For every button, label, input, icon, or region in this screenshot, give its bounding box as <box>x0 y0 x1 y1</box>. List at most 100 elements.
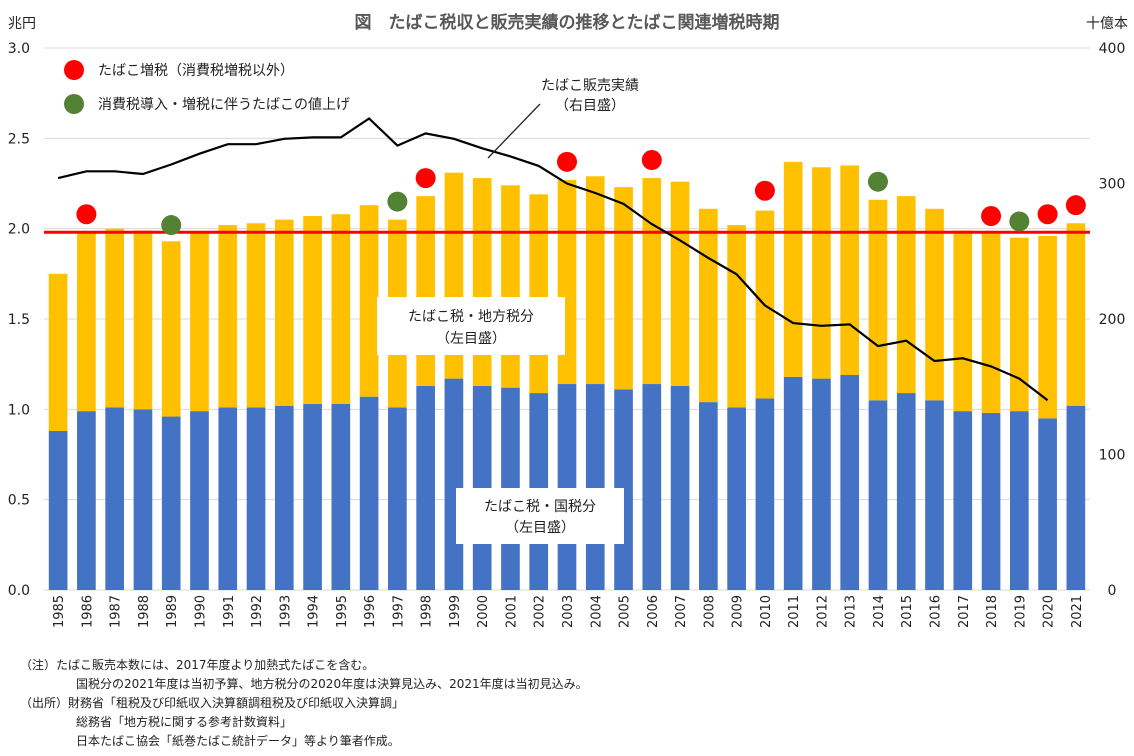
bar-national-tax <box>444 378 464 590</box>
x-tick-label: 2005 <box>618 595 633 628</box>
tax-increase-marker <box>1065 195 1086 216</box>
x-tick-label: 2015 <box>900 595 915 628</box>
x-tick-label: 2007 <box>674 595 689 628</box>
bar-national-tax <box>981 412 1001 590</box>
right-axis-unit: 十億本 <box>1086 16 1128 32</box>
bar-local-tax <box>670 181 690 386</box>
consumption-tax-marker <box>387 191 408 212</box>
tax-increase-marker <box>557 151 577 172</box>
note-line: 国税分の2021年度は当初予算、地方税分の2020年度は決算見込み、2021年度… <box>76 677 588 691</box>
legend-consumption-tax-label: 消費税導入・増税に伴うたばこの値上げ <box>98 97 350 113</box>
national-tax-label-box <box>456 488 624 544</box>
bar-local-tax <box>699 208 718 403</box>
bar-local-tax <box>190 232 209 412</box>
bar-national-tax <box>105 407 125 590</box>
bar-national-tax <box>274 405 294 590</box>
x-tick-label: 1993 <box>278 595 293 628</box>
bar-local-tax <box>925 208 944 401</box>
bar-local-tax <box>840 165 860 376</box>
x-tick-label: 2016 <box>929 595 944 628</box>
bar-local-tax <box>501 185 520 388</box>
left-tick-label: 2.5 <box>8 131 30 147</box>
x-tick-label: 1989 <box>165 595 180 628</box>
national-tax-sublabel: （左目盛） <box>505 520 575 536</box>
bar-national-tax <box>755 398 775 590</box>
x-tick-label: 2013 <box>844 595 859 628</box>
bar-local-tax <box>812 167 831 379</box>
bar-local-tax <box>133 230 153 410</box>
right-tick-label: 200 <box>1099 312 1126 328</box>
bar-local-tax <box>1038 235 1057 419</box>
bar-national-tax <box>388 407 407 590</box>
bar-local-tax <box>1066 223 1086 406</box>
legend-tax-increase-label: たばこ増税（消費税増税以外） <box>98 63 294 79</box>
consumption-tax-marker <box>161 215 182 236</box>
note-line: 総務省「地方税に関する参考計数資料」 <box>76 715 293 729</box>
bar-national-tax <box>642 384 662 590</box>
x-tick-label: 2004 <box>589 595 604 628</box>
bar-local-tax <box>331 214 351 404</box>
left-axis-unit: 兆円 <box>8 16 36 32</box>
chart-title: 図 たばこ税収と販売実績の推移とたばこ関連増税時期 <box>355 12 780 33</box>
left-tick-label: 1.0 <box>8 402 30 418</box>
x-tick-label: 2010 <box>759 595 774 628</box>
bar-national-tax <box>868 400 888 590</box>
bar-national-tax <box>218 407 238 590</box>
bar-local-tax <box>105 228 125 408</box>
bar-local-tax <box>274 219 294 406</box>
bar-local-tax <box>1009 237 1029 412</box>
bar-national-tax <box>1009 411 1029 590</box>
bar-local-tax <box>303 216 322 404</box>
tax-increase-marker <box>76 204 97 225</box>
national-tax-label: たばこ税・国税分 <box>484 499 596 515</box>
local-tax-sublabel: （左目盛） <box>436 331 506 347</box>
local-tax-label-box <box>377 297 565 355</box>
bar-national-tax <box>925 400 944 590</box>
legend-tax-increase-marker <box>64 60 84 80</box>
bar-local-tax <box>953 230 973 412</box>
bar-national-tax <box>699 402 718 590</box>
x-tick-label: 2011 <box>787 595 802 628</box>
bar-national-tax <box>670 385 690 590</box>
consumption-tax-marker <box>1009 211 1030 232</box>
bar-local-tax <box>77 232 96 412</box>
x-tick-label: 2018 <box>985 595 1000 628</box>
tax-increase-marker <box>1037 204 1058 225</box>
note-line: （出所）財務省「租税及び印紙収入決算額調租税及び印紙収入決算調」 <box>20 696 405 710</box>
x-tick-label: 2012 <box>815 595 830 628</box>
bar-national-tax <box>1038 418 1057 590</box>
bar-local-tax <box>359 205 379 397</box>
bar-national-tax <box>246 407 266 590</box>
bar-national-tax <box>359 396 379 590</box>
left-tick-label: 0.0 <box>8 583 30 599</box>
right-tick-label: 100 <box>1099 448 1126 464</box>
bar-national-tax <box>77 411 96 590</box>
consumption-tax-marker <box>867 171 888 192</box>
sales-line <box>57 117 1049 402</box>
bar-national-tax <box>896 393 916 590</box>
bar-national-tax <box>1066 405 1086 590</box>
x-tick-label: 2002 <box>533 595 548 628</box>
bar-national-tax <box>472 385 492 590</box>
bar-national-tax <box>953 411 973 590</box>
x-tick-label: 2006 <box>646 595 661 628</box>
x-tick-label: 1988 <box>137 595 152 628</box>
bar-national-tax <box>557 384 577 590</box>
note-line: （注）たばこ販売本数には、2017年度より加熱式たばこを含む。 <box>20 658 375 672</box>
left-tick-label: 2.0 <box>8 222 30 238</box>
bar-national-tax <box>303 403 322 590</box>
tax-increase-marker <box>415 168 436 189</box>
bar-national-tax <box>727 407 746 590</box>
x-tick-label: 2009 <box>731 595 746 628</box>
bar-national-tax <box>783 376 803 590</box>
left-tick-label: 3.0 <box>8 41 30 57</box>
bar-local-tax <box>48 273 68 432</box>
bar-local-tax <box>642 178 662 385</box>
right-tick-label: 0 <box>1108 583 1117 599</box>
x-tick-label: 1985 <box>52 595 67 628</box>
x-tick-label: 1986 <box>80 595 95 628</box>
x-tick-label: 2003 <box>561 595 576 628</box>
bar-local-tax <box>727 225 746 408</box>
x-tick-label: 1991 <box>222 595 237 628</box>
bar-national-tax <box>331 403 351 590</box>
